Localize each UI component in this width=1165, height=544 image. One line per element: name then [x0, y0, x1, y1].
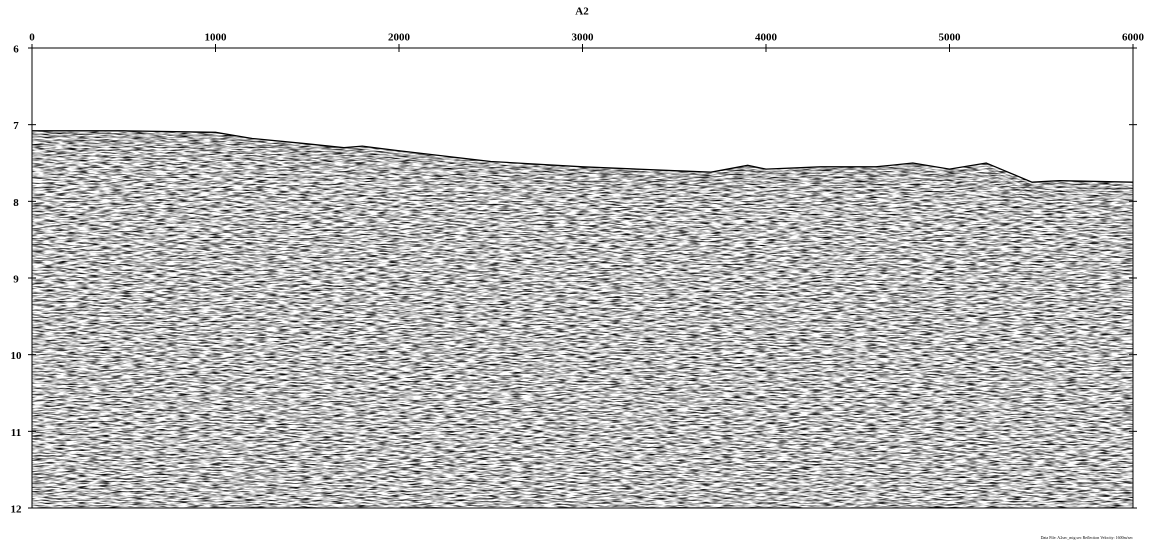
y-tick-label: 12: [11, 504, 23, 516]
x-tick-label: 4000: [755, 32, 778, 44]
x-tick-label: 1000: [205, 32, 228, 44]
x-tick-label: 0: [29, 32, 35, 44]
y-tick-label: 7: [13, 120, 19, 132]
y-tick-label: 6: [13, 44, 19, 56]
y-tick-label: 9: [13, 274, 19, 286]
y-tick-label: 8: [13, 197, 19, 209]
x-tick-label: 5000: [939, 32, 962, 44]
chart: A2 Data File: A2sec_mig.sec Reflection V…: [0, 0, 1165, 544]
x-tick-label: 2000: [388, 32, 411, 44]
chart-title: A2: [575, 6, 589, 18]
y-tick-label: 10: [11, 350, 23, 362]
x-tick-label: 3000: [572, 32, 595, 44]
x-tick-label: 6000: [1122, 32, 1145, 44]
y-tick-label: 11: [11, 427, 21, 439]
footer-note: Data File: A2sec_mig.sec Reflection Velo…: [1041, 535, 1134, 540]
